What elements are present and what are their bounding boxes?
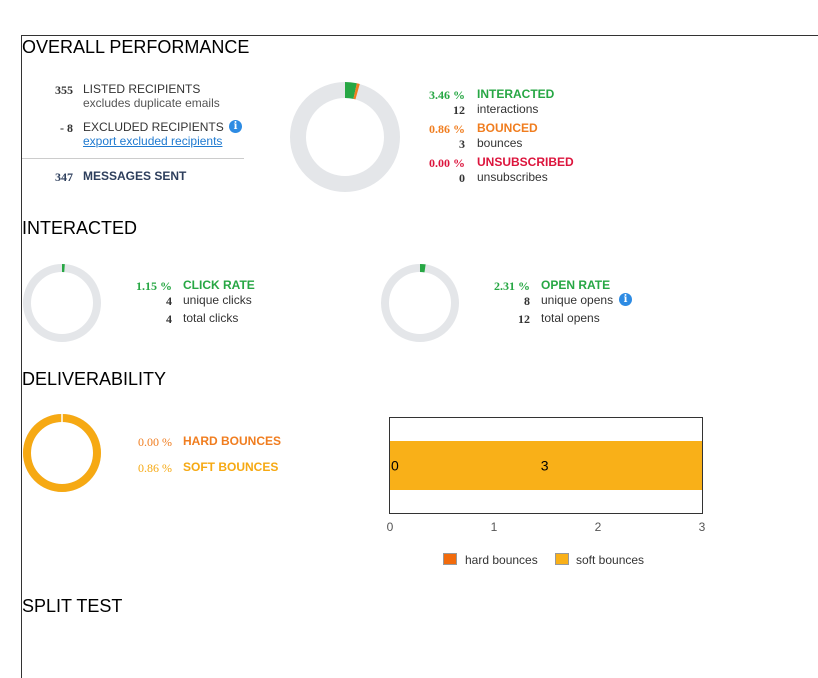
unique-opens-label: unique opens: [541, 293, 614, 307]
messages-sent-value: 347: [55, 170, 73, 184]
interacted-pct: 3.46 %: [429, 88, 465, 102]
section-title-overall: OVERALL PERFORMANCE: [22, 37, 250, 57]
bar-soft-bounces: [390, 441, 702, 490]
unique-opens-count: 8: [524, 294, 530, 308]
listed-recipients-label: LISTED RECIPIENTS: [83, 82, 201, 96]
bounced-label: BOUNCED: [477, 121, 538, 135]
legend-swatch-soft: [555, 553, 569, 565]
click-rate-ring: [23, 264, 101, 342]
listed-recipients-sub: excludes duplicate emails: [83, 96, 220, 110]
unsubscribes-label: unsubscribes: [477, 170, 548, 184]
bounced-arc: [353, 83, 360, 100]
section-title-deliverability: DELIVERABILITY: [22, 369, 167, 389]
open-rate-ring: [381, 264, 459, 342]
unique-clicks-count: 4: [166, 294, 172, 308]
x-tick-label: 2: [595, 520, 602, 534]
click-rate-pct: 1.15 %: [136, 279, 172, 293]
info-icon[interactable]: i: [229, 120, 242, 133]
listed-recipients-value: 355: [55, 83, 73, 97]
total-opens-label: total opens: [541, 311, 600, 325]
export-excluded-recipients-link[interactable]: export excluded recipients: [83, 134, 223, 148]
soft-bounces-arc: [23, 414, 101, 492]
open-rate-label: OPEN RATE: [541, 278, 611, 292]
total-opens-count: 12: [518, 312, 530, 326]
x-tick-label: 0: [387, 520, 394, 534]
info-icon[interactable]: i: [619, 293, 632, 306]
legend-label-soft: soft bounces: [576, 553, 645, 567]
messages-sent-label: MESSAGES SENT: [83, 169, 187, 183]
click-rate-donut: [23, 264, 101, 342]
excluded-recipients-label: EXCLUDED RECIPIENTS: [83, 120, 224, 134]
deliverability-donut: [23, 414, 101, 492]
soft-bounces-pct: 0.86 %: [138, 461, 172, 475]
x-tick-label: 1: [491, 520, 498, 534]
legend-swatch-hard: [443, 553, 457, 565]
total-clicks-label: total clicks: [183, 311, 239, 325]
open-rate-pct: 2.31 %: [494, 279, 530, 293]
hard-bounces-pct: 0.00 %: [138, 435, 172, 449]
bounced-pct: 0.86 %: [429, 122, 465, 136]
hard-bounces-label: HARD BOUNCES: [183, 434, 282, 448]
overall-donut: [290, 82, 400, 192]
total-clicks-count: 4: [166, 312, 172, 326]
bar-data-label: 3: [541, 458, 549, 474]
click-rate-label: CLICK RATE: [183, 278, 255, 292]
report-frame: [21, 35, 818, 678]
bounces-count: 3: [459, 137, 465, 151]
open-rate-donut: [381, 264, 459, 342]
unsubscribed-pct: 0.00 %: [429, 156, 465, 170]
overall-donut-ring: [290, 82, 400, 192]
soft-bounces-label: SOFT BOUNCES: [183, 460, 279, 474]
unsubscribed-label: UNSUBSCRIBED: [477, 155, 574, 169]
unsubscribes-count: 0: [459, 171, 465, 185]
bounces-bar-chart: 0 3 0 1 2 3: [387, 417, 706, 534]
plot-area: [389, 417, 703, 514]
interacted-label: INTERACTED: [477, 87, 555, 101]
unique-clicks-label: unique clicks: [183, 293, 252, 307]
bounces-label: bounces: [477, 136, 523, 150]
x-tick-label: 3: [699, 520, 706, 534]
section-title-interacted: INTERACTED: [22, 218, 138, 238]
interactions-label: interactions: [477, 102, 539, 116]
interactions-count: 12: [453, 103, 465, 117]
divider: [22, 158, 244, 159]
section-title-split-test: SPLIT TEST: [22, 596, 123, 616]
bar-data-label: 0: [391, 458, 399, 474]
interacted-arc: [344, 82, 357, 99]
excluded-recipients-value: - 8: [60, 121, 73, 135]
legend-label-hard: hard bounces: [465, 553, 538, 567]
